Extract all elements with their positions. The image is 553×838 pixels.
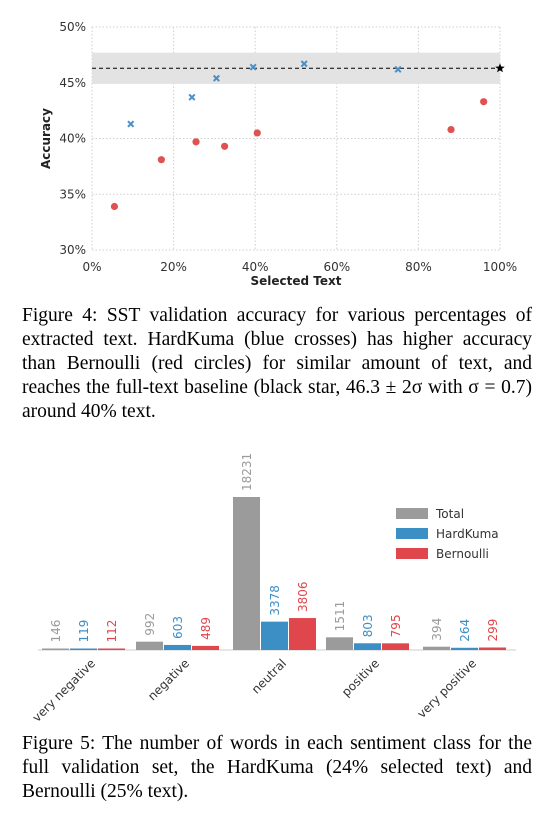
bar xyxy=(326,637,353,650)
hardkuma-cross-point xyxy=(212,74,220,82)
figure-4-caption: Figure 4: SST validation accuracy for va… xyxy=(22,305,532,422)
x-tick-label: 40% xyxy=(242,260,269,274)
y-tick-label: 30% xyxy=(59,243,86,257)
hardkuma-cross-point xyxy=(188,93,196,101)
hardkuma-cross-point xyxy=(300,60,308,68)
y-tick-label: 40% xyxy=(59,132,86,146)
bar xyxy=(451,647,478,650)
x-tick-label: 20% xyxy=(160,260,187,274)
bernoulli-circle-point xyxy=(221,142,229,150)
hardkuma-cross-point xyxy=(394,65,402,73)
category-tick-label: negative xyxy=(145,656,192,703)
x-tick-label: 0% xyxy=(82,260,101,274)
bar-value-label: 264 xyxy=(458,619,472,642)
bar xyxy=(289,618,316,650)
y-tick-label: 50% xyxy=(59,20,86,34)
cross-stroke xyxy=(394,65,402,73)
bar-value-label: 795 xyxy=(389,614,403,637)
category-tick-label: positive xyxy=(339,656,382,699)
x-tick-label: 80% xyxy=(405,260,432,274)
bar-value-label: 3378 xyxy=(268,585,282,616)
category-tick-label: very negative xyxy=(30,656,98,724)
bernoulli-circle-point xyxy=(110,202,119,211)
bar xyxy=(354,643,381,650)
category-tick-label: very positive xyxy=(414,656,479,721)
cross-stroke xyxy=(300,60,308,68)
bar-value-label: 992 xyxy=(143,613,157,636)
legend-label: HardKuma xyxy=(436,527,499,541)
figure-5-caption: Figure 5: The number of words in each se… xyxy=(22,733,532,802)
legend-swatch xyxy=(396,508,428,519)
bar xyxy=(70,648,97,650)
bar xyxy=(423,646,450,650)
bar-value-label: 18231 xyxy=(240,453,254,491)
bar-value-label: 1511 xyxy=(333,601,347,632)
hardkuma-cross-point xyxy=(127,120,135,128)
bar xyxy=(42,648,69,650)
bernoulli-circle-point xyxy=(447,125,455,134)
legend-swatch xyxy=(396,528,428,539)
x-tick-label: 60% xyxy=(323,260,350,274)
legend-label: Total xyxy=(435,507,464,521)
legend-label: Bernoulli xyxy=(436,547,489,561)
bar xyxy=(382,643,409,650)
bar xyxy=(192,645,219,650)
figure-5-bar-chart: 146 119 112 very negative 992 603 489 negative 1… xyxy=(30,453,516,725)
bar-value-label: 119 xyxy=(77,620,91,643)
bar-value-label: 394 xyxy=(430,618,444,641)
bar-value-label: 489 xyxy=(199,617,213,640)
figure-4-scatter-chart: 0% 20% 40% 60% 80% 100% 30% 35% 40% 45% 50% Selecte… xyxy=(39,20,517,288)
cross-stroke xyxy=(188,93,196,101)
cross-stroke xyxy=(127,120,135,128)
cross-stroke xyxy=(212,74,220,82)
x-tick-label: 100% xyxy=(483,260,517,274)
baseline-star-icon xyxy=(495,63,505,73)
y-tick-label: 35% xyxy=(59,187,86,201)
bar-value-label: 299 xyxy=(486,619,500,642)
legend-swatch xyxy=(396,548,428,559)
y-axis-label: Accuracy xyxy=(39,108,53,169)
bar xyxy=(233,497,260,650)
bar-value-label: 112 xyxy=(105,620,119,643)
bernoulli-circle-point xyxy=(253,129,261,137)
bar xyxy=(136,641,163,650)
bernoulli-circle-point xyxy=(192,138,200,146)
cross-stroke xyxy=(249,63,257,71)
bar xyxy=(479,647,506,650)
y-tick-label: 45% xyxy=(59,76,86,90)
category-tick-label: neutral xyxy=(249,656,289,696)
bar-value-label: 803 xyxy=(361,614,375,637)
bar-value-label: 3806 xyxy=(296,582,310,613)
hardkuma-cross-point xyxy=(249,63,257,71)
bar-value-label: 146 xyxy=(49,620,63,643)
x-axis-label: Selected Text xyxy=(251,274,342,288)
bar xyxy=(261,621,288,650)
bar xyxy=(164,644,191,650)
bar-value-label: 603 xyxy=(171,616,185,639)
bernoulli-circle-point xyxy=(480,98,488,106)
bernoulli-circle-point xyxy=(157,156,165,164)
bar xyxy=(98,648,125,650)
